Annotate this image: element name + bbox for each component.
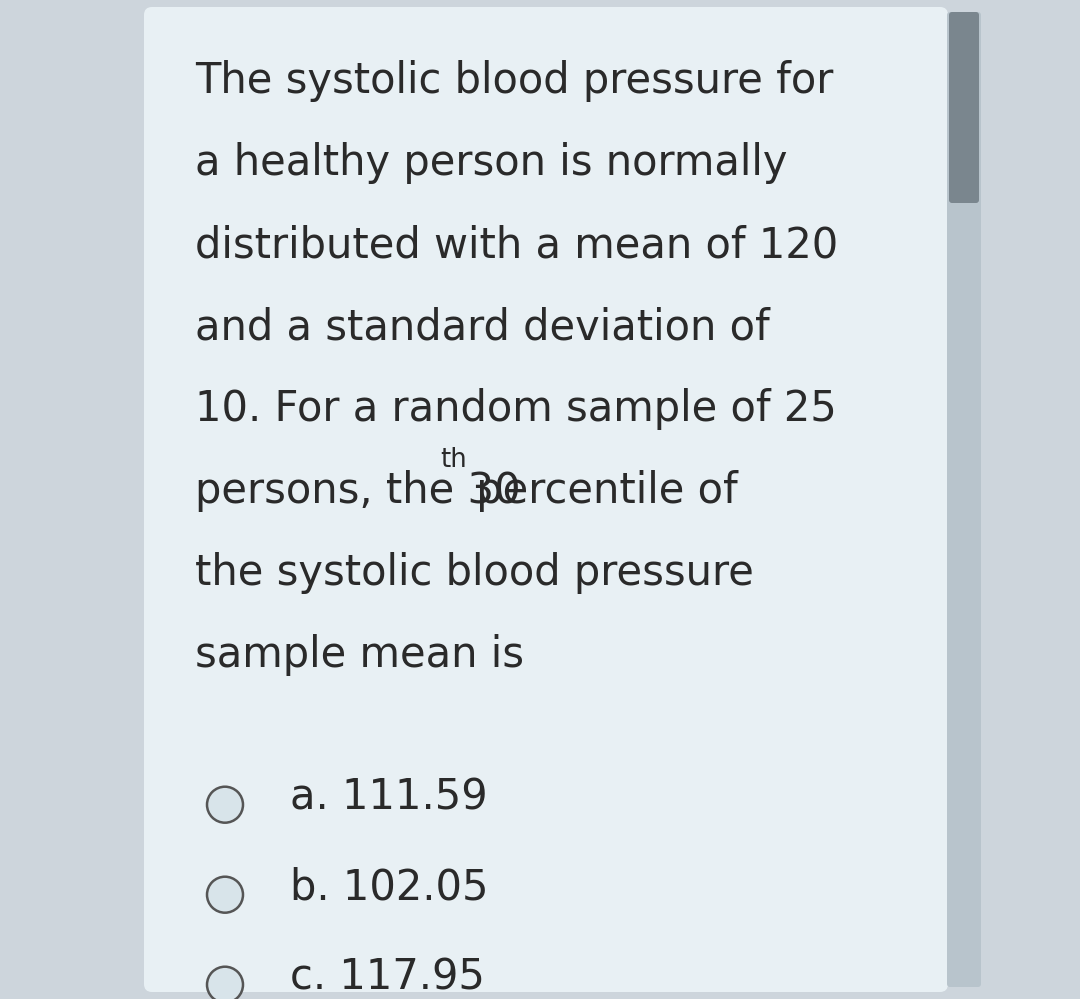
Text: persons, the 30: persons, the 30	[195, 470, 521, 512]
Text: c. 117.95: c. 117.95	[291, 956, 485, 998]
Text: b. 102.05: b. 102.05	[291, 866, 488, 908]
Text: 10. For a random sample of 25: 10. For a random sample of 25	[195, 388, 837, 430]
FancyBboxPatch shape	[947, 12, 981, 987]
Text: th: th	[441, 447, 467, 474]
Text: percentile of: percentile of	[463, 470, 738, 512]
Circle shape	[207, 967, 243, 999]
FancyBboxPatch shape	[144, 7, 948, 992]
Text: a. 111.59: a. 111.59	[291, 776, 488, 818]
Text: sample mean is: sample mean is	[195, 634, 524, 676]
Circle shape	[207, 877, 243, 913]
Text: The systolic blood pressure for: The systolic blood pressure for	[195, 60, 834, 102]
FancyBboxPatch shape	[949, 12, 978, 203]
Circle shape	[207, 786, 243, 823]
Text: a healthy person is normally: a healthy person is normally	[195, 142, 787, 184]
Text: distributed with a mean of 120: distributed with a mean of 120	[195, 224, 838, 266]
Text: the systolic blood pressure: the systolic blood pressure	[195, 552, 754, 594]
Text: and a standard deviation of: and a standard deviation of	[195, 306, 770, 348]
